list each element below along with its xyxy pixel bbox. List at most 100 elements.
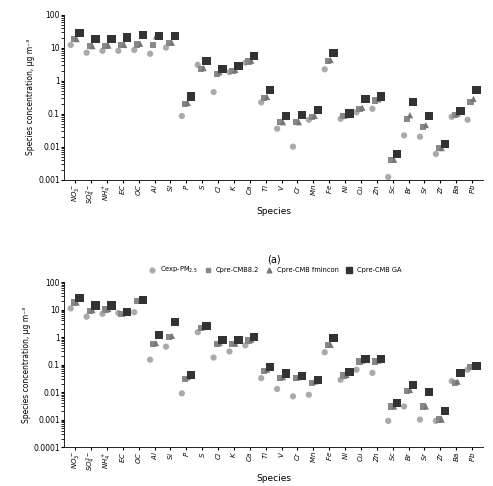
Point: [200, 323, 208, 331]
Point: [384, 173, 392, 181]
Point: [337, 115, 345, 122]
Point: [266, 363, 274, 371]
Point: [155, 33, 163, 40]
Point: [247, 57, 255, 65]
Point: [130, 308, 138, 316]
Point: [425, 388, 433, 396]
Point: [184, 99, 192, 107]
Point: [368, 369, 376, 377]
X-axis label: Species: Species: [256, 207, 291, 216]
Point: [146, 50, 154, 58]
Point: [321, 66, 329, 73]
Point: [390, 156, 398, 164]
Point: [358, 104, 366, 112]
Point: [107, 302, 115, 310]
Point: [276, 374, 284, 382]
Point: [416, 416, 424, 423]
Point: [218, 66, 226, 73]
Point: [165, 39, 173, 47]
Point: [102, 42, 109, 50]
Point: [279, 373, 287, 381]
Point: [168, 332, 176, 340]
Legend: Cexp-PM$_{2.5}$, Cpre-CMB8.2, Cpre-CMB fmincon, Cpre-CMB GA: Cexp-PM$_{2.5}$, Cpre-CMB8.2, Cpre-CMB f…: [145, 265, 402, 276]
Point: [99, 47, 106, 55]
Point: [361, 355, 369, 363]
Point: [289, 393, 297, 400]
Point: [165, 333, 173, 341]
Point: [212, 70, 220, 78]
Title: (a): (a): [267, 255, 281, 265]
Point: [245, 337, 252, 345]
Point: [210, 88, 217, 96]
Point: [374, 357, 382, 364]
Point: [419, 123, 427, 131]
Point: [387, 402, 395, 410]
Point: [314, 376, 322, 383]
Point: [343, 371, 351, 379]
Point: [377, 93, 385, 101]
Point: [330, 49, 338, 56]
Point: [409, 381, 417, 389]
Point: [435, 416, 443, 423]
Point: [409, 99, 417, 106]
Point: [448, 377, 456, 385]
Point: [215, 69, 223, 76]
Point: [305, 391, 313, 399]
Point: [295, 373, 303, 381]
Y-axis label: Species concentration, μg m⁻³: Species concentration, μg m⁻³: [27, 39, 35, 155]
Point: [266, 86, 274, 94]
Point: [197, 324, 205, 331]
Point: [105, 305, 112, 313]
Point: [260, 94, 268, 102]
Point: [387, 156, 395, 164]
Point: [181, 100, 189, 107]
Point: [212, 340, 220, 348]
Point: [472, 86, 480, 94]
Point: [346, 110, 353, 118]
Point: [340, 372, 348, 380]
Point: [149, 41, 157, 49]
Point: [311, 112, 318, 120]
Point: [242, 342, 249, 349]
Point: [162, 343, 170, 350]
Point: [70, 35, 78, 43]
Point: [419, 402, 427, 410]
Point: [279, 118, 287, 126]
Point: [432, 150, 440, 158]
Point: [89, 306, 97, 314]
Point: [416, 133, 424, 140]
Point: [181, 375, 189, 383]
Point: [457, 369, 464, 377]
Point: [263, 93, 271, 101]
Point: [457, 107, 464, 115]
Point: [139, 31, 147, 39]
Point: [245, 57, 252, 65]
Point: [218, 336, 226, 344]
Point: [168, 39, 176, 47]
Point: [298, 372, 306, 380]
Point: [72, 298, 80, 306]
Point: [229, 340, 237, 348]
Point: [107, 35, 115, 43]
Point: [463, 366, 471, 374]
Point: [171, 318, 179, 326]
Point: [324, 57, 332, 65]
Point: [343, 111, 351, 119]
Point: [371, 97, 379, 104]
Point: [311, 378, 318, 385]
X-axis label: Species: Species: [256, 474, 291, 483]
Point: [197, 65, 205, 72]
Point: [282, 112, 290, 120]
Point: [292, 118, 300, 126]
Point: [133, 40, 141, 48]
Point: [451, 379, 458, 386]
Point: [352, 366, 360, 374]
Point: [273, 125, 281, 133]
Point: [273, 385, 281, 393]
Point: [171, 33, 179, 40]
Point: [384, 417, 392, 425]
Point: [400, 131, 408, 139]
Point: [305, 116, 313, 124]
Point: [152, 339, 160, 347]
Point: [260, 367, 268, 375]
